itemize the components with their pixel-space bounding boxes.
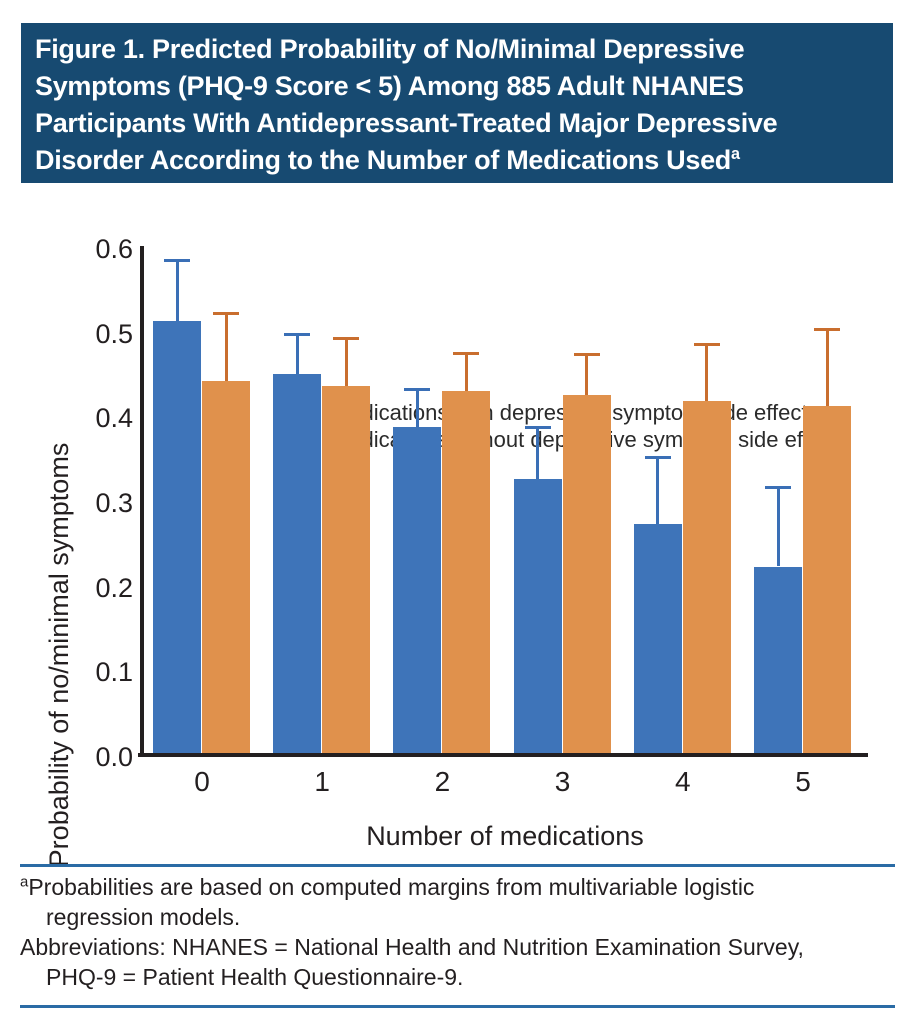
bar-with-side-effects-1 — [273, 374, 322, 753]
bar-with-side-effects-3 — [513, 479, 562, 753]
y-tick-label: 0.2 — [95, 572, 133, 603]
y-tick-label: 0.5 — [95, 318, 133, 349]
bar-without-side-effects-4 — [682, 400, 731, 753]
error-bar-whisker — [585, 354, 589, 396]
y-tick-label: 0.6 — [95, 234, 133, 264]
footnotes: aProbabilities are based on computed mar… — [20, 872, 820, 992]
divider-line-bottom — [20, 1005, 895, 1008]
error-bar-cap — [453, 351, 480, 355]
error-bar-whisker — [705, 344, 709, 401]
footnote-marker: a — [20, 873, 29, 891]
error-bar-cap — [164, 258, 190, 262]
error-bar-cap — [644, 456, 671, 460]
footnote-abbreviations: Abbreviations: NHANES = National Health … — [20, 934, 804, 990]
figure-title-banner: Figure 1. Predicted Probability of No/Mi… — [21, 23, 893, 183]
x-axis-line — [138, 753, 868, 757]
error-bar-cap — [573, 352, 600, 356]
bar-with-side-effects-0 — [153, 320, 201, 753]
error-bar-whisker — [295, 334, 299, 375]
error-bar-whisker — [344, 338, 348, 387]
footnote-text: Probabilities are based on computed marg… — [28, 874, 755, 930]
error-bar-cap — [284, 332, 311, 336]
error-bar-cap — [693, 342, 720, 346]
error-bar-cap — [814, 328, 840, 332]
bar-without-side-effects-5 — [803, 405, 851, 753]
x-tick-label: 3 — [554, 766, 571, 797]
y-tick-label: 0.3 — [95, 488, 133, 518]
error-bar-cap — [333, 336, 360, 340]
x-tick-label: 5 — [795, 766, 811, 797]
error-bar-cap — [524, 425, 551, 429]
error-bar-cap — [404, 388, 431, 392]
x-tick-label: 4 — [675, 766, 691, 797]
error-bar-cap — [213, 312, 239, 316]
figure-title: Figure 1. Predicted Probability of No/Mi… — [35, 34, 778, 175]
error-bar-whisker — [776, 487, 780, 567]
bar-with-side-effects-5 — [754, 566, 802, 753]
bar-without-side-effects-3 — [562, 395, 611, 753]
bar-with-side-effects-2 — [393, 426, 442, 753]
footnote-a: aProbabilities are based on computed mar… — [20, 872, 820, 932]
figure-title-superscript: a — [731, 145, 740, 163]
y-tick-label: 0.4 — [95, 403, 133, 434]
error-bar-whisker — [175, 260, 179, 321]
y-axis-line — [140, 246, 144, 757]
divider-line-top — [20, 864, 895, 867]
x-axis-title: Number of medications — [366, 821, 644, 851]
x-tick-label: 1 — [314, 766, 330, 797]
y-tick-label: 0.0 — [95, 742, 133, 772]
x-tick-label: 0 — [194, 766, 210, 797]
error-bar-whisker — [536, 427, 540, 480]
x-tick-label: 2 — [434, 766, 451, 797]
error-bar-whisker — [656, 458, 660, 525]
error-bar-whisker — [825, 330, 829, 406]
error-bar-whisker — [224, 314, 228, 382]
error-bar-whisker — [415, 390, 419, 427]
bar-with-side-effects-4 — [633, 524, 682, 753]
y-axis-title: Probability of no/minimal symptoms — [44, 442, 74, 868]
bar-without-side-effects-0 — [202, 381, 250, 753]
error-bar-whisker — [464, 353, 468, 392]
bar-without-side-effects-1 — [322, 386, 371, 753]
error-bar-cap — [765, 485, 791, 489]
y-tick-label: 0.1 — [95, 657, 133, 688]
bar-without-side-effects-2 — [442, 391, 491, 753]
bar-chart: Medications with depressive symptom side… — [0, 183, 913, 867]
